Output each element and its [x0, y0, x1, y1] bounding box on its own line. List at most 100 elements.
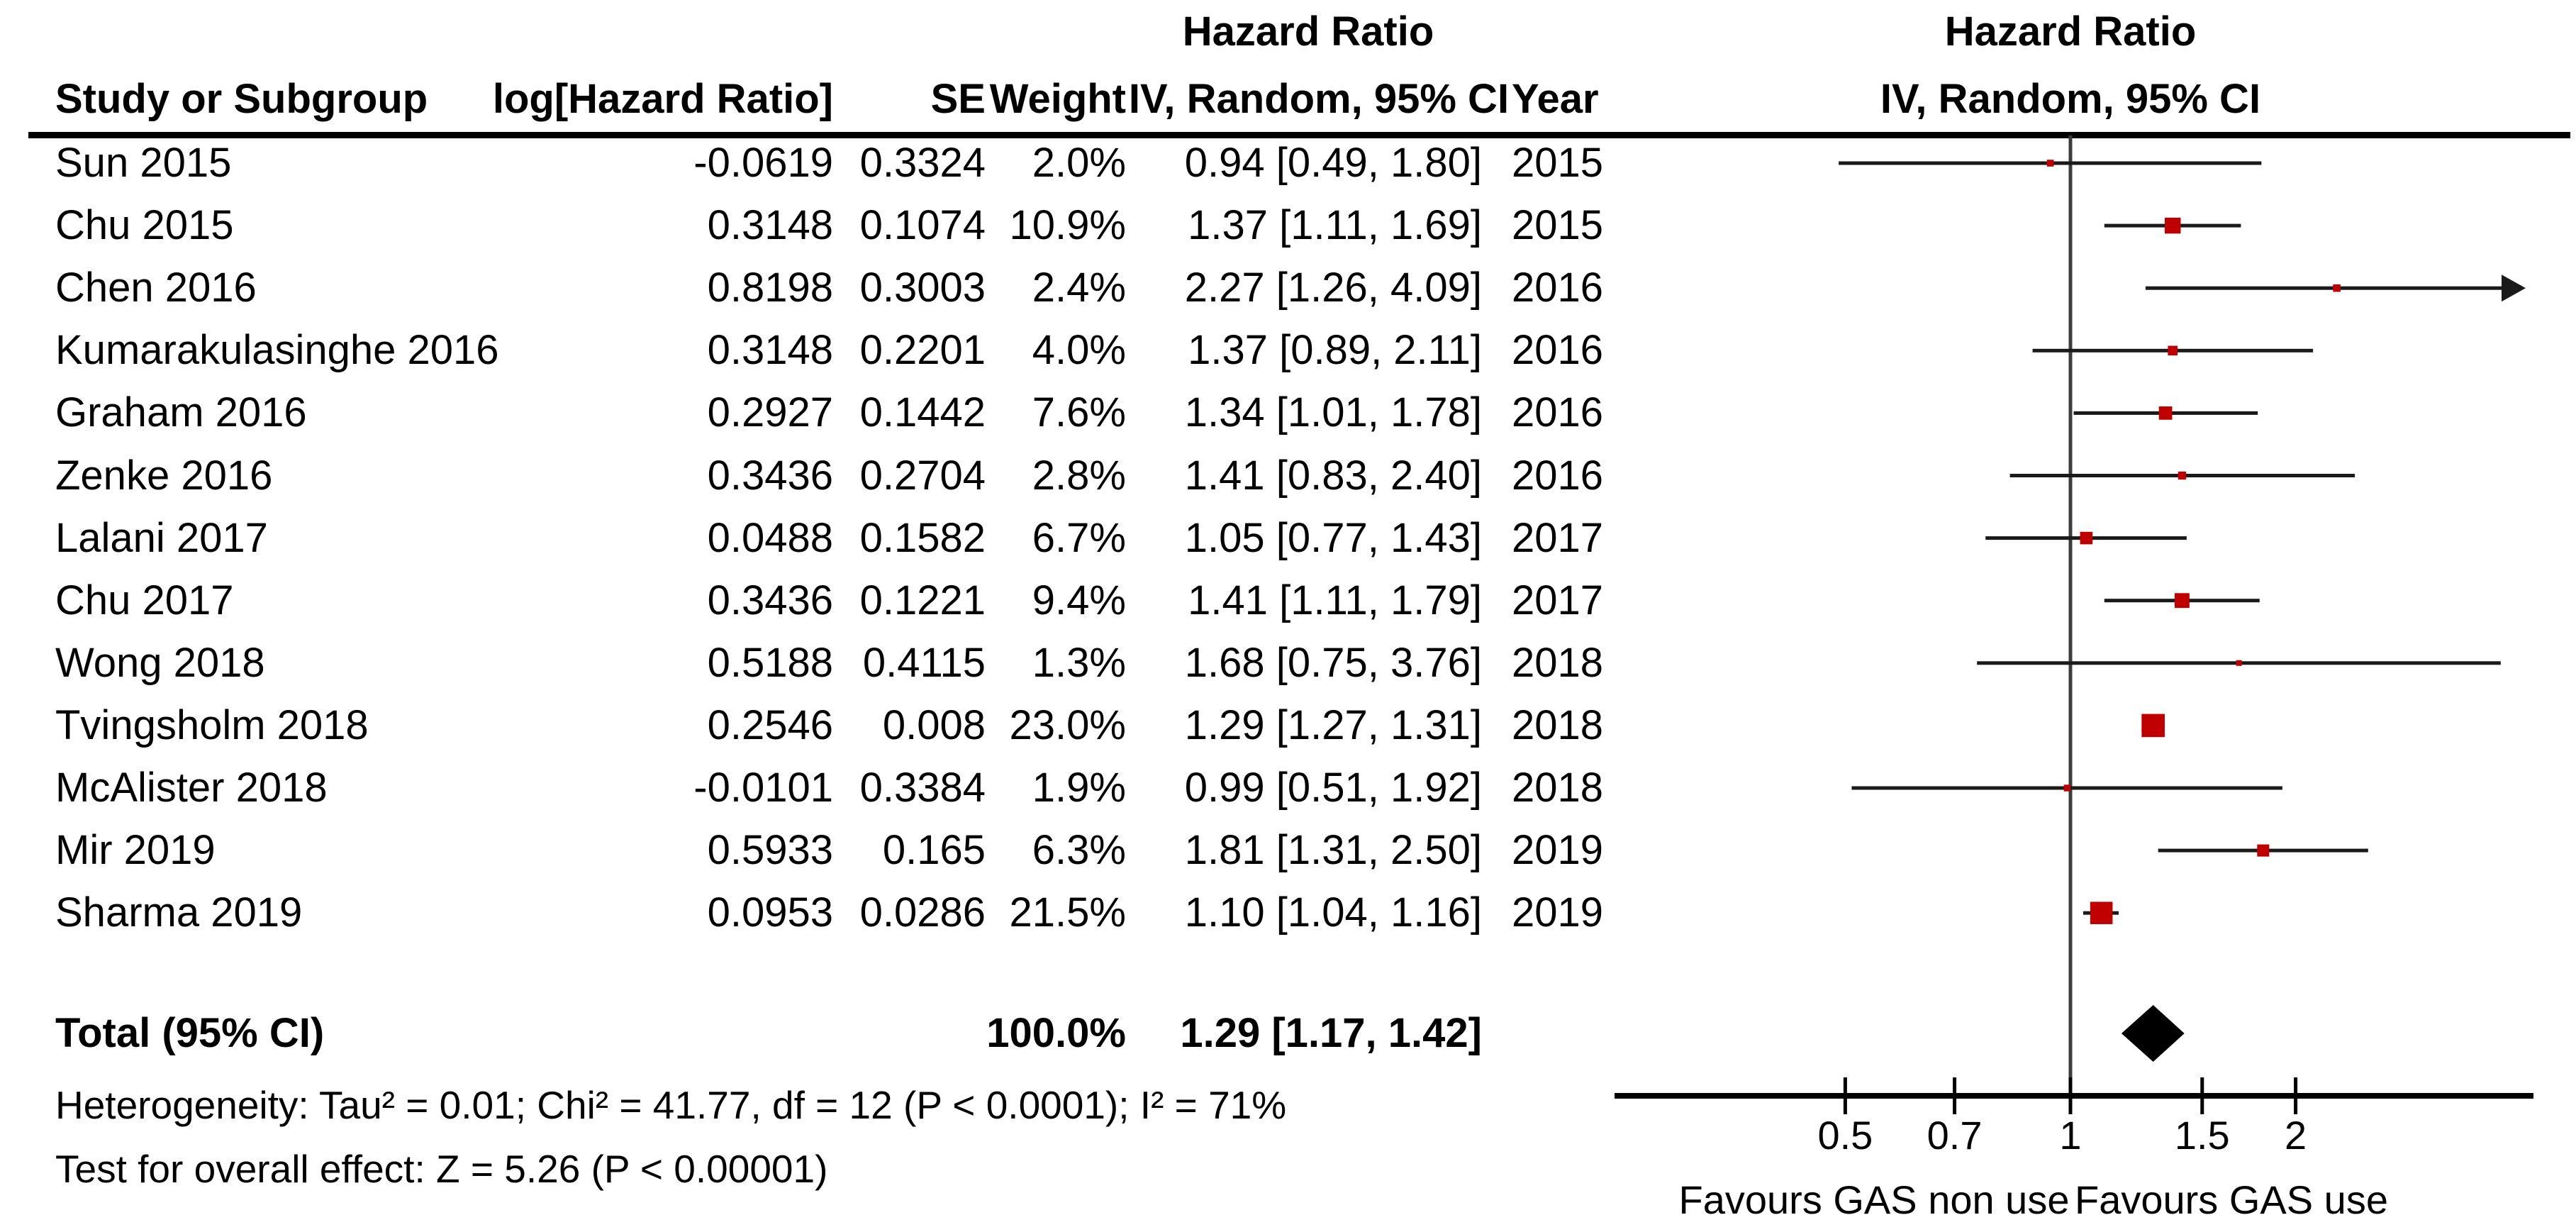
weight-cell: 7.6% [1032, 389, 1126, 436]
weight-cell: 2.8% [1032, 452, 1126, 499]
log-hr-cell: 0.5188 [707, 639, 833, 686]
study-name-cell: Zenke 2016 [55, 452, 273, 499]
x-axis-tick-label: 1 [2059, 1113, 2082, 1158]
study-name-cell: McAlister 2018 [55, 765, 328, 811]
null-effect-line [2068, 135, 2073, 1096]
se-cell: 0.3003 [859, 265, 986, 311]
study-name-cell: Tvingsholm 2018 [55, 701, 369, 748]
ci-text-cell: 1.29 [1.27, 1.31] [1184, 701, 1482, 748]
weight-cell: 21.5% [1009, 889, 1126, 936]
weight-cell: 6.3% [1032, 827, 1126, 874]
log-hr-cell: 0.3436 [707, 452, 833, 499]
effect-marker [2257, 844, 2270, 857]
log-hr-cell: 0.5933 [707, 827, 833, 874]
ci-arrow-cap [2502, 274, 2526, 302]
total-ci-text: 1.29 [1.17, 1.42] [1180, 1010, 1482, 1056]
log-hr-cell: 0.0953 [707, 889, 833, 936]
year-cell: 2016 [1512, 265, 1604, 311]
log-hr-cell: 0.2546 [707, 701, 833, 748]
x-axis-tick [1843, 1077, 1847, 1114]
log-hr-cell: -0.0619 [693, 140, 833, 186]
year-cell: 2016 [1512, 327, 1604, 374]
se-cell: 0.2704 [859, 452, 986, 499]
column-header-study: Study or Subgroup [55, 76, 428, 122]
year-cell: 2015 [1512, 140, 1604, 186]
se-cell: 0.3324 [859, 140, 986, 186]
ci-text-cell: 1.81 [1.31, 2.50] [1184, 827, 1482, 874]
weight-cell: 2.0% [1032, 140, 1126, 186]
x-axis-tick-label: 0.7 [1927, 1113, 1983, 1158]
ci-text-cell: 1.41 [1.11, 1.79] [1188, 577, 1482, 623]
heterogeneity-text: Heterogeneity: Tau² = 0.01; Chi² = 41.77… [55, 1083, 1287, 1127]
total-weight: 100.0% [986, 1010, 1126, 1056]
x-axis-tick-label: 1.5 [2174, 1113, 2230, 1158]
plot-method-header: IV, Random, 95% CI [1880, 76, 2261, 122]
effect-marker [2175, 593, 2190, 609]
year-cell: 2019 [1512, 889, 1604, 936]
ci-text-cell: 1.10 [1.04, 1.16] [1184, 889, 1482, 936]
effect-marker [2158, 406, 2173, 420]
effect-marker [2080, 531, 2093, 545]
x-axis-tick-label: 2 [2285, 1113, 2307, 1158]
year-cell: 2017 [1512, 514, 1604, 561]
se-cell: 0.4115 [862, 639, 986, 686]
study-name-cell: Chen 2016 [55, 265, 257, 311]
ci-text-cell: 0.94 [0.49, 1.80] [1184, 140, 1482, 186]
weight-cell: 10.9% [1009, 202, 1126, 249]
ci-text-cell: 2.27 [1.26, 4.09] [1184, 265, 1482, 311]
se-cell: 0.2201 [859, 327, 986, 374]
study-name-cell: Kumarakulasinghe 2016 [55, 327, 499, 374]
header-rule [28, 132, 2570, 138]
x-axis-tick-label: 0.5 [1817, 1113, 1873, 1158]
study-name-cell: Chu 2015 [55, 202, 234, 249]
se-cell: 0.1582 [859, 514, 986, 561]
weight-cell: 2.4% [1032, 265, 1126, 311]
study-name-cell: Mir 2019 [55, 827, 216, 874]
effect-marker [2165, 217, 2181, 234]
effect-marker [2090, 901, 2113, 924]
ci-line [2145, 286, 2504, 290]
year-cell: 2016 [1512, 452, 1604, 499]
effect-marker [2046, 160, 2054, 167]
column-header-weight: Weight [989, 76, 1126, 122]
effect-marker [2333, 284, 2341, 292]
study-name-cell: Graham 2016 [55, 389, 307, 436]
study-name-cell: Chu 2017 [55, 577, 234, 623]
log-hr-cell: 0.8198 [707, 265, 833, 311]
effect-marker [2168, 345, 2178, 356]
favours-left-label: Favours GAS non use [1678, 1177, 2070, 1222]
summary-diamond [2121, 1005, 2185, 1062]
effect-marker [2236, 660, 2242, 666]
study-name-cell: Lalani 2017 [55, 514, 268, 561]
column-header-se: SE [930, 76, 986, 122]
weight-cell: 1.3% [1032, 639, 1126, 686]
year-cell: 2015 [1512, 202, 1604, 249]
effect-marker [2063, 784, 2071, 792]
year-cell: 2018 [1512, 701, 1604, 748]
effect-measure-header-left: Hazard Ratio [1182, 9, 1434, 55]
x-axis-tick [1953, 1077, 1957, 1114]
ci-text-cell: 1.37 [1.11, 1.69] [1188, 202, 1482, 249]
log-hr-cell: 0.3436 [707, 577, 833, 623]
se-cell: 0.3384 [859, 765, 986, 811]
year-cell: 2018 [1512, 765, 1604, 811]
column-header-ci: IV, Random, 95% CI [1128, 76, 1510, 122]
overall-effect-text: Test for overall effect: Z = 5.26 (P < 0… [55, 1147, 828, 1191]
se-cell: 0.1221 [859, 577, 986, 623]
se-cell: 0.1074 [859, 202, 986, 249]
effect-marker [2141, 714, 2165, 738]
se-cell: 0.1442 [859, 389, 986, 436]
weight-cell: 23.0% [1009, 701, 1126, 748]
ci-text-cell: 1.34 [1.01, 1.78] [1184, 389, 1482, 436]
year-cell: 2016 [1512, 389, 1604, 436]
effect-measure-header-right: Hazard Ratio [1944, 9, 2197, 55]
log-hr-cell: 0.3148 [707, 202, 833, 249]
favours-right-label: Favours GAS use [2075, 1177, 2388, 1222]
total-label: Total (95% CI) [55, 1010, 325, 1056]
log-hr-cell: -0.0101 [693, 765, 833, 811]
ci-text-cell: 1.41 [0.83, 2.40] [1184, 452, 1482, 499]
effect-marker [2178, 471, 2187, 480]
x-axis-line [1615, 1093, 2533, 1099]
weight-cell: 1.9% [1032, 765, 1126, 811]
